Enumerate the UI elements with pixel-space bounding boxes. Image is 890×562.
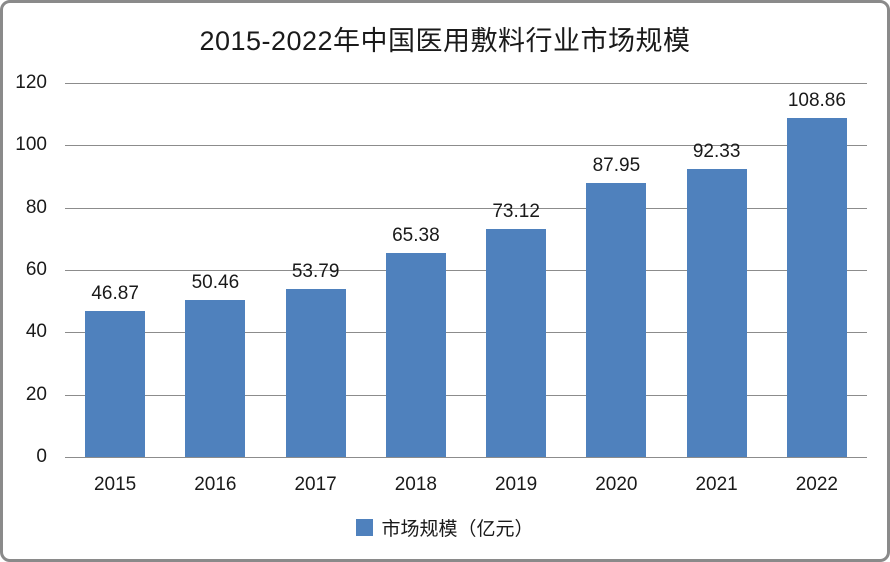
y-axis-tick-label: 20 [25,383,47,405]
bar-2016 [185,299,246,457]
bar-2021 [686,169,747,457]
bar-2019 [486,229,547,457]
bar-value-label: 53.79 [291,261,340,283]
x-axis-label: 2021 [695,474,738,495]
bar-2022 [786,117,847,457]
chart-title: 2015-2022年中国医用敷料行业市场规模 [199,26,691,56]
bar-2020 [586,182,647,457]
bar-value-label: 65.38 [392,225,440,247]
x-axis-label: 2016 [194,474,237,495]
y-axis-tick-label: 60 [25,259,47,280]
bar-value-label: 108.86 [787,89,846,111]
bar-value-label: 92.33 [692,141,741,163]
gridline-40 [65,332,867,334]
gridline-80 [65,207,867,209]
y-axis-tick-label: 40 [25,321,47,343]
bar-value-label: 87.95 [592,154,641,176]
y-axis-tick-label: 80 [25,196,47,218]
gridline-0 [65,457,867,458]
x-axis-label: 2018 [394,474,438,495]
bar-value-label: 50.46 [191,271,240,293]
plot-area: 46.87 2015 50.46 2016 53.79 2017 65.38 2018 73.1… [65,83,867,495]
x-axis-label: 2020 [595,474,638,495]
legend-label: 市场规模（亿元） [381,519,534,540]
y-axis-tick-label: 100 [15,134,47,156]
y-axis-tick-label: 0 [36,446,47,467]
bar-2018 [385,253,446,457]
gridline-20 [65,394,867,396]
bar-2017 [285,289,346,457]
x-axis-label: 2019 [494,474,538,495]
x-axis-label: 2022 [795,474,839,495]
bar-value-label: 46.87 [91,282,139,304]
x-axis-label: 2015 [93,474,137,495]
y-axis-tick-label: 120 [15,72,47,93]
legend: 市场规模（亿元） [3,514,887,541]
gridline-120 [65,83,867,84]
bar-2015 [85,310,146,457]
bar-value-label: 73.12 [492,201,540,223]
y-axis: 0 20 40 60 80 100 120 [3,3,55,559]
x-axis-label: 2017 [294,474,337,495]
legend-marker-icon [356,519,374,536]
gridline-100 [65,145,867,147]
gridline-60 [65,270,867,271]
